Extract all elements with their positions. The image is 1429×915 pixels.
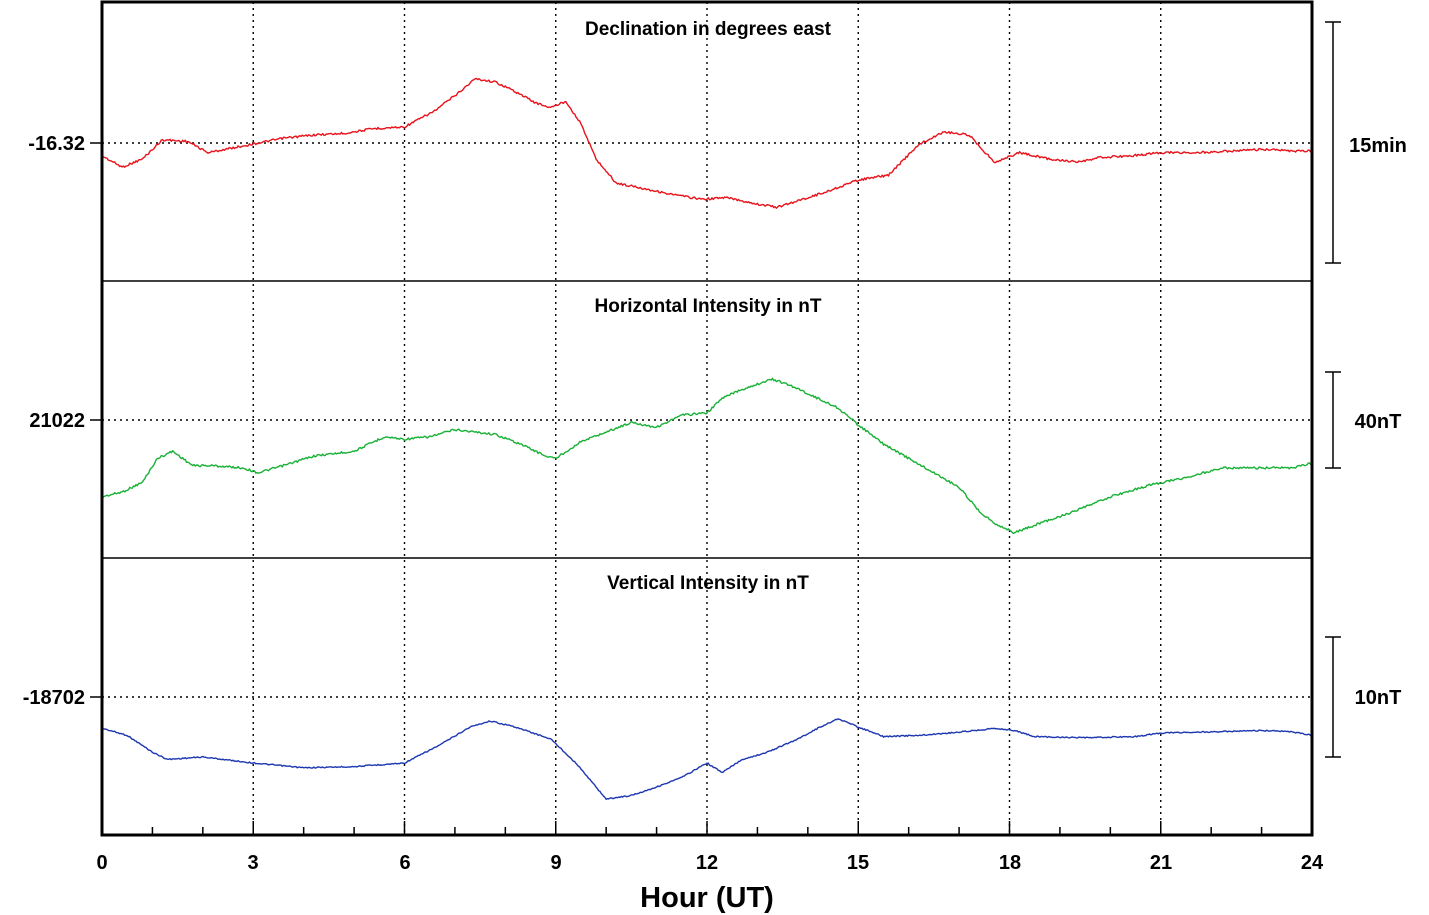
reference-labels: -16.32 21022 -18702: [23, 133, 102, 709]
series-group: [101, 77, 1313, 800]
x-tick-label-15: 15: [847, 852, 869, 874]
scale-bar-declination: [1325, 21, 1341, 264]
scale-bar-vertical: [1325, 636, 1341, 758]
x-tick-label-9: 9: [550, 852, 561, 874]
panel-title-vertical: Vertical Intensity in nT: [607, 573, 809, 594]
panel-title-horizontal: Horizontal Intensity in nT: [595, 296, 822, 317]
grid: [102, 2, 1312, 835]
x-tick-label-12: 12: [696, 852, 718, 874]
reference-label-declination: -16.32: [28, 133, 85, 155]
scale-label-declination: 15min: [1349, 135, 1407, 157]
declination-line: [101, 77, 1313, 209]
x-tick-labels: 0 3 6 9 12 15 18 21 24: [96, 852, 1324, 874]
x-tick-label-0: 0: [96, 852, 107, 874]
reference-label-vertical: -18702: [23, 687, 85, 709]
vertical-intensity-line: [101, 718, 1313, 800]
horizontal-intensity-line: [101, 377, 1313, 534]
panel-title-declination: Declination in degrees east: [585, 19, 832, 40]
x-tick-label-21: 21: [1150, 852, 1172, 874]
x-tick-label-18: 18: [999, 852, 1021, 874]
scale-label-vertical: 10nT: [1355, 687, 1402, 709]
x-axis-ticks: [101, 821, 1313, 835]
scale-bar-horizontal: [1325, 371, 1341, 469]
scale-label-horizontal: 40nT: [1355, 411, 1402, 433]
x-tick-label-6: 6: [399, 852, 410, 874]
x-tick-label-3: 3: [247, 852, 258, 874]
x-tick-label-24: 24: [1301, 852, 1324, 874]
reference-label-horizontal: 21022: [29, 410, 85, 432]
x-axis-title: Hour (UT): [640, 882, 774, 914]
